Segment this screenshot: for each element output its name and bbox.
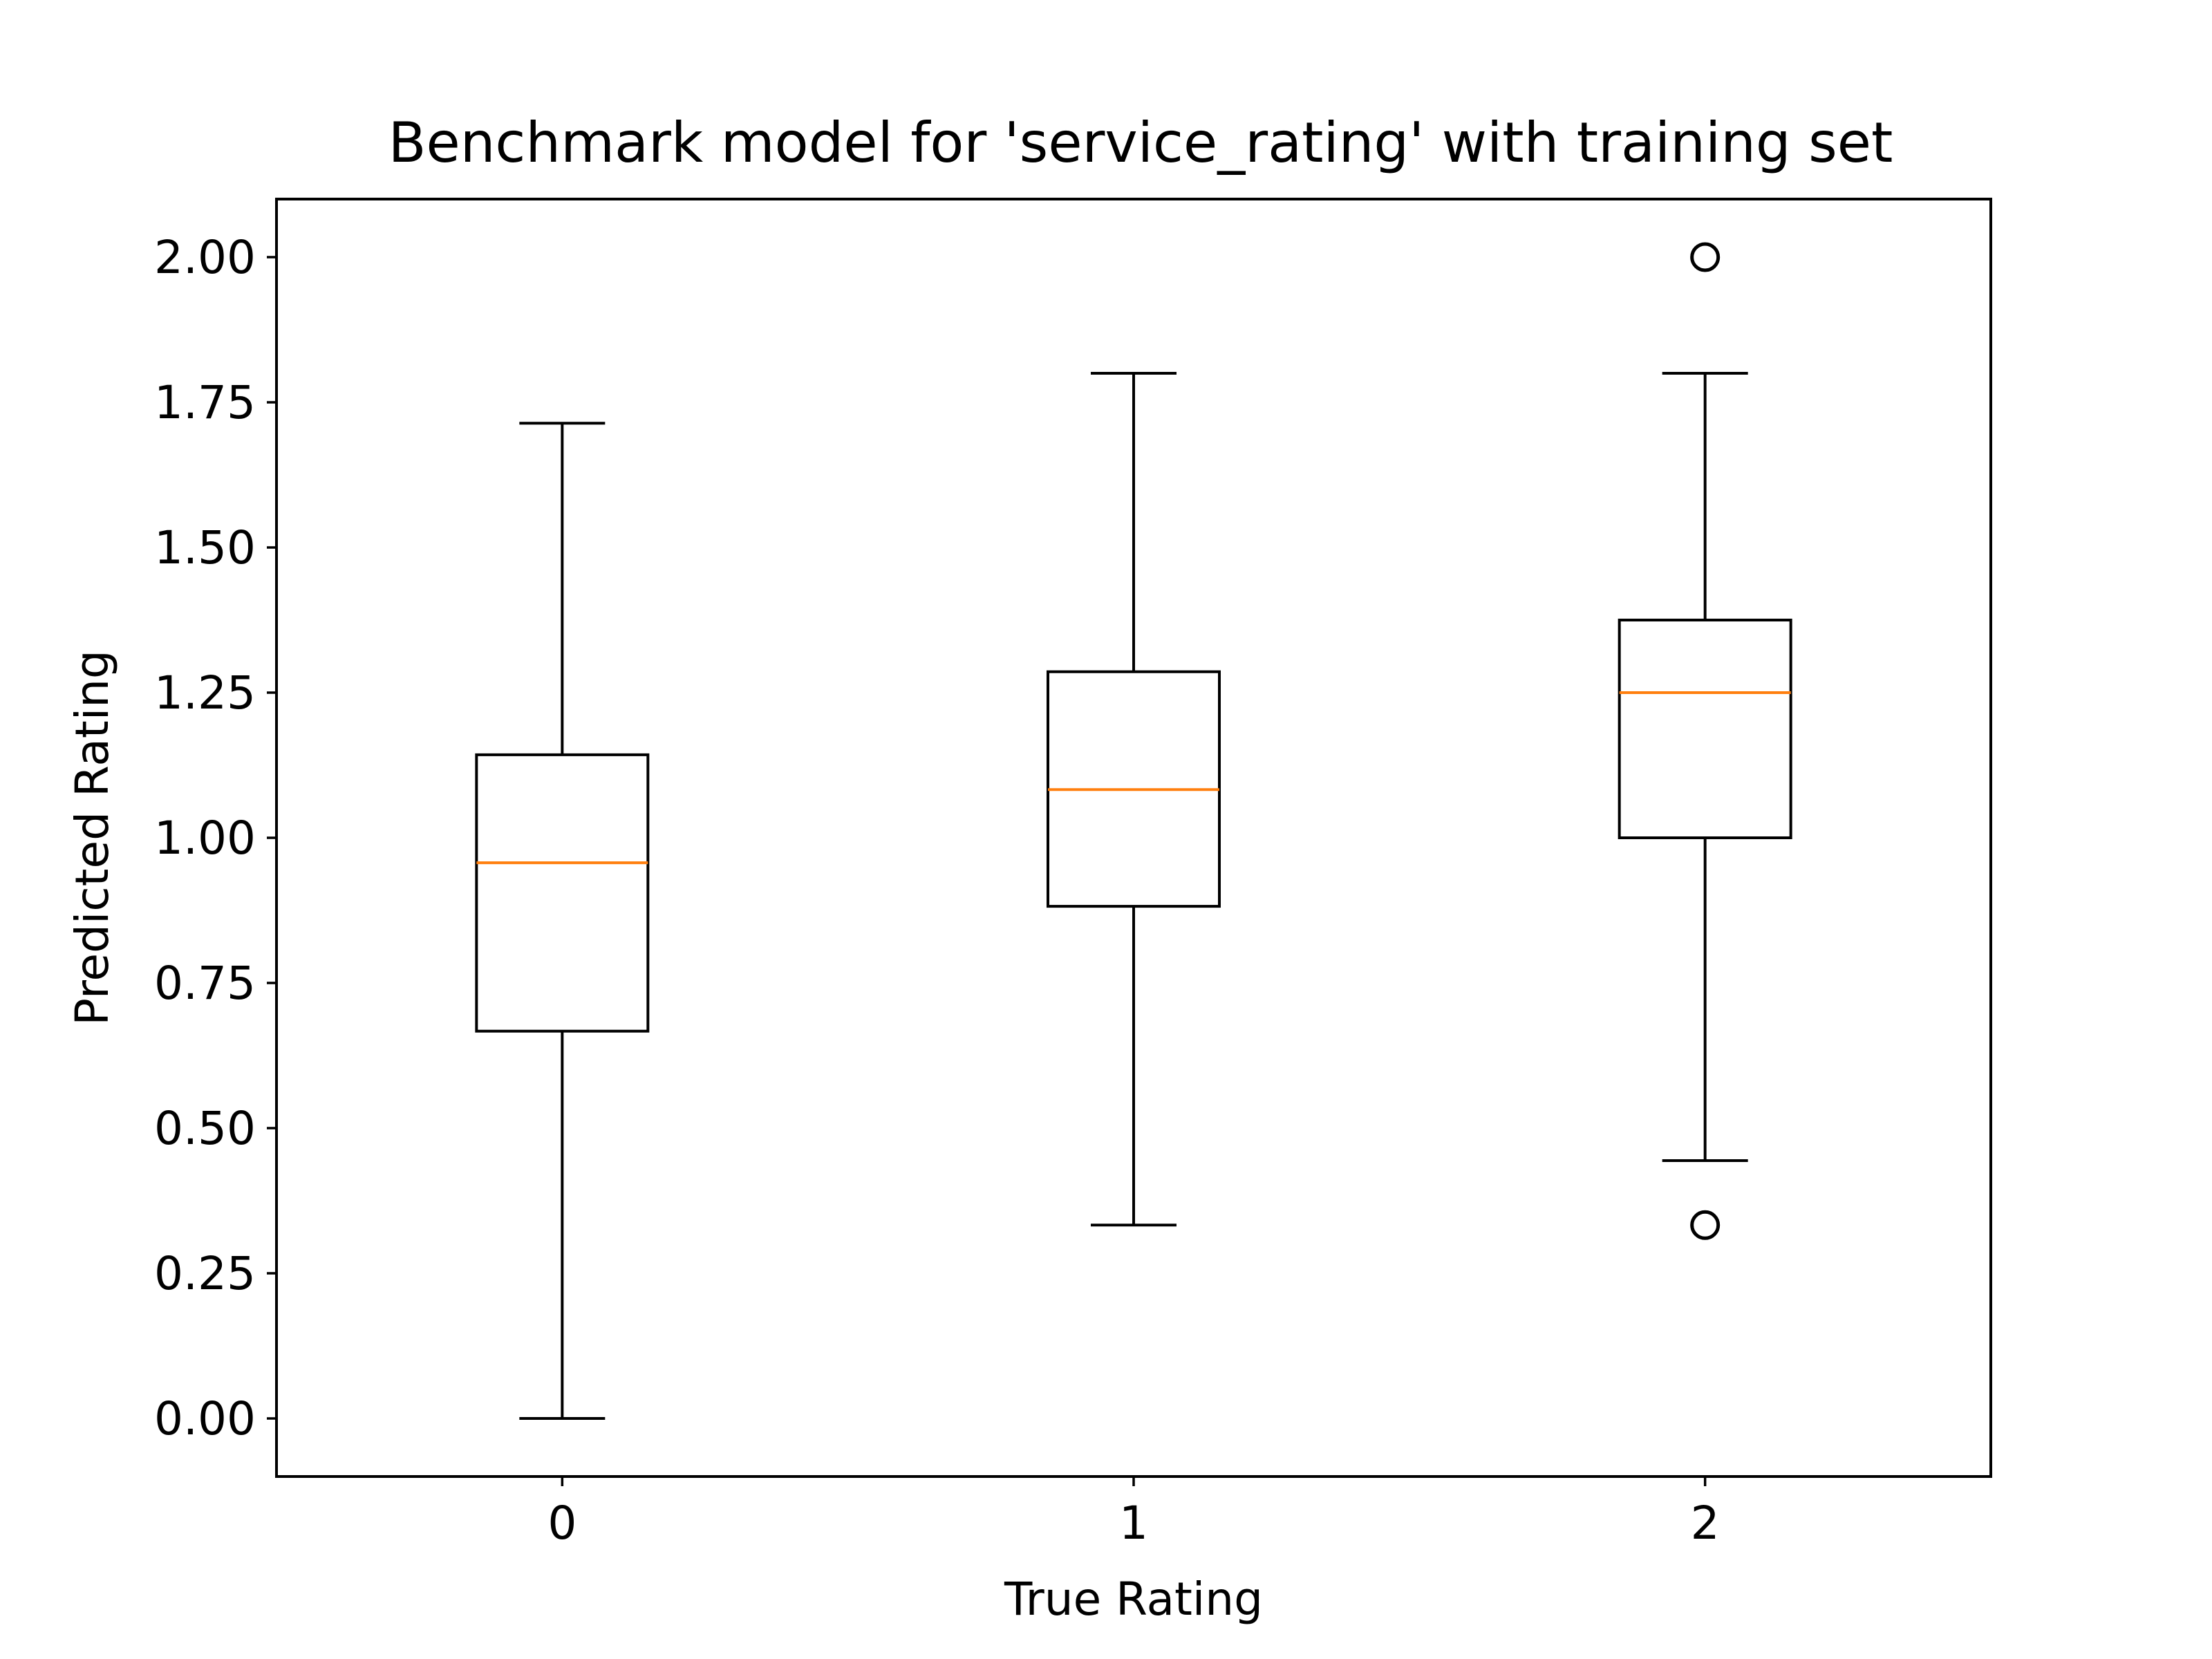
y-tick-label: 1.50 [154, 521, 256, 574]
y-tick-label: 0.25 [154, 1247, 256, 1300]
box-2 [1618, 242, 1792, 1240]
y-tick-label: 1.00 [154, 812, 256, 865]
y-tick-label: 1.25 [154, 666, 256, 720]
y-tick-label: 0.00 [154, 1392, 256, 1445]
iqr-box [475, 753, 650, 1033]
iqr-box [1618, 619, 1792, 839]
y-tick-label: 1.75 [154, 376, 256, 429]
outlier-point [1690, 1210, 1721, 1240]
y-axis-label: Predicted Rating [66, 650, 119, 1026]
x-tick-label: 1 [1119, 1497, 1148, 1550]
x-tick-label: 0 [547, 1497, 577, 1550]
box-0 [475, 422, 650, 1420]
x-axis-label: True Rating [1004, 1573, 1263, 1626]
chart-title: Benchmark model for 'service_rating' wit… [388, 111, 1893, 175]
y-tick-label: 0.50 [154, 1102, 256, 1155]
y-tick-label: 0.75 [154, 957, 256, 1010]
outlier-point [1690, 242, 1721, 272]
x-tick-label: 2 [1691, 1497, 1720, 1550]
y-tick-label: 2.00 [154, 231, 256, 284]
y-axis: 0.00 0.25 0.50 0.75 1.00 1.25 1.50 1.75 2.00 [154, 231, 276, 1445]
box-1 [1047, 372, 1221, 1227]
boxes [475, 242, 1792, 1420]
plot-frame [275, 198, 1992, 1478]
x-axis: 0 1 2 [547, 1477, 1720, 1550]
